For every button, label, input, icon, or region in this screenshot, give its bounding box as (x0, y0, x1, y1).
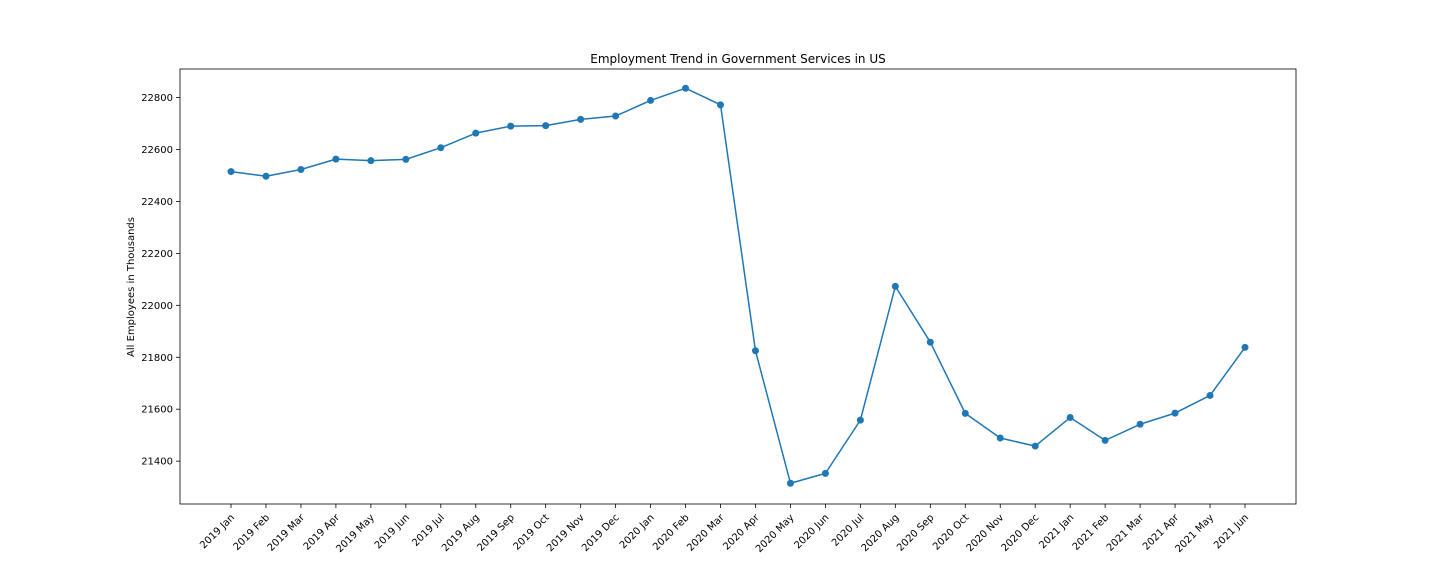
y-tick-label: 22400 (141, 197, 173, 208)
y-tick-label: 21800 (141, 353, 173, 364)
data-point (1171, 409, 1179, 417)
y-tick-label: 21400 (141, 457, 173, 468)
plot-frame (179, 68, 1297, 505)
data-point (1206, 391, 1214, 399)
data-point (1101, 436, 1109, 444)
data-point (472, 129, 480, 137)
data-point (542, 122, 550, 130)
data-point (1136, 420, 1144, 428)
data-point (1241, 343, 1249, 351)
series-line (230, 87, 1246, 484)
y-tick-label: 22200 (141, 249, 173, 260)
y-axis-label: All Employees in Thousands (126, 217, 137, 357)
data-point (891, 282, 899, 290)
data-point (612, 112, 620, 120)
data-point (1066, 414, 1074, 422)
data-point (856, 416, 864, 424)
data-point (297, 166, 305, 174)
data-point (786, 479, 794, 487)
y-tick-label: 21600 (141, 405, 173, 416)
data-point (437, 144, 445, 152)
data-point (682, 84, 690, 92)
data-point (717, 101, 725, 109)
y-tick-label: 22800 (141, 93, 173, 104)
data-point (647, 96, 655, 104)
data-point (367, 157, 375, 165)
chart-title: Employment Trend in Government Services … (590, 52, 886, 66)
y-tick-label: 22600 (141, 145, 173, 156)
data-point (751, 347, 759, 355)
data-point (996, 434, 1004, 442)
data-point (1031, 442, 1039, 450)
data-point (332, 155, 340, 163)
data-point (577, 115, 585, 123)
data-point (227, 168, 235, 176)
data-point (961, 409, 969, 417)
data-point (262, 172, 270, 180)
data-point (926, 338, 934, 346)
y-tick-label: 22000 (141, 301, 173, 312)
data-point (402, 155, 410, 163)
data-point (821, 469, 829, 477)
data-point (507, 122, 515, 130)
